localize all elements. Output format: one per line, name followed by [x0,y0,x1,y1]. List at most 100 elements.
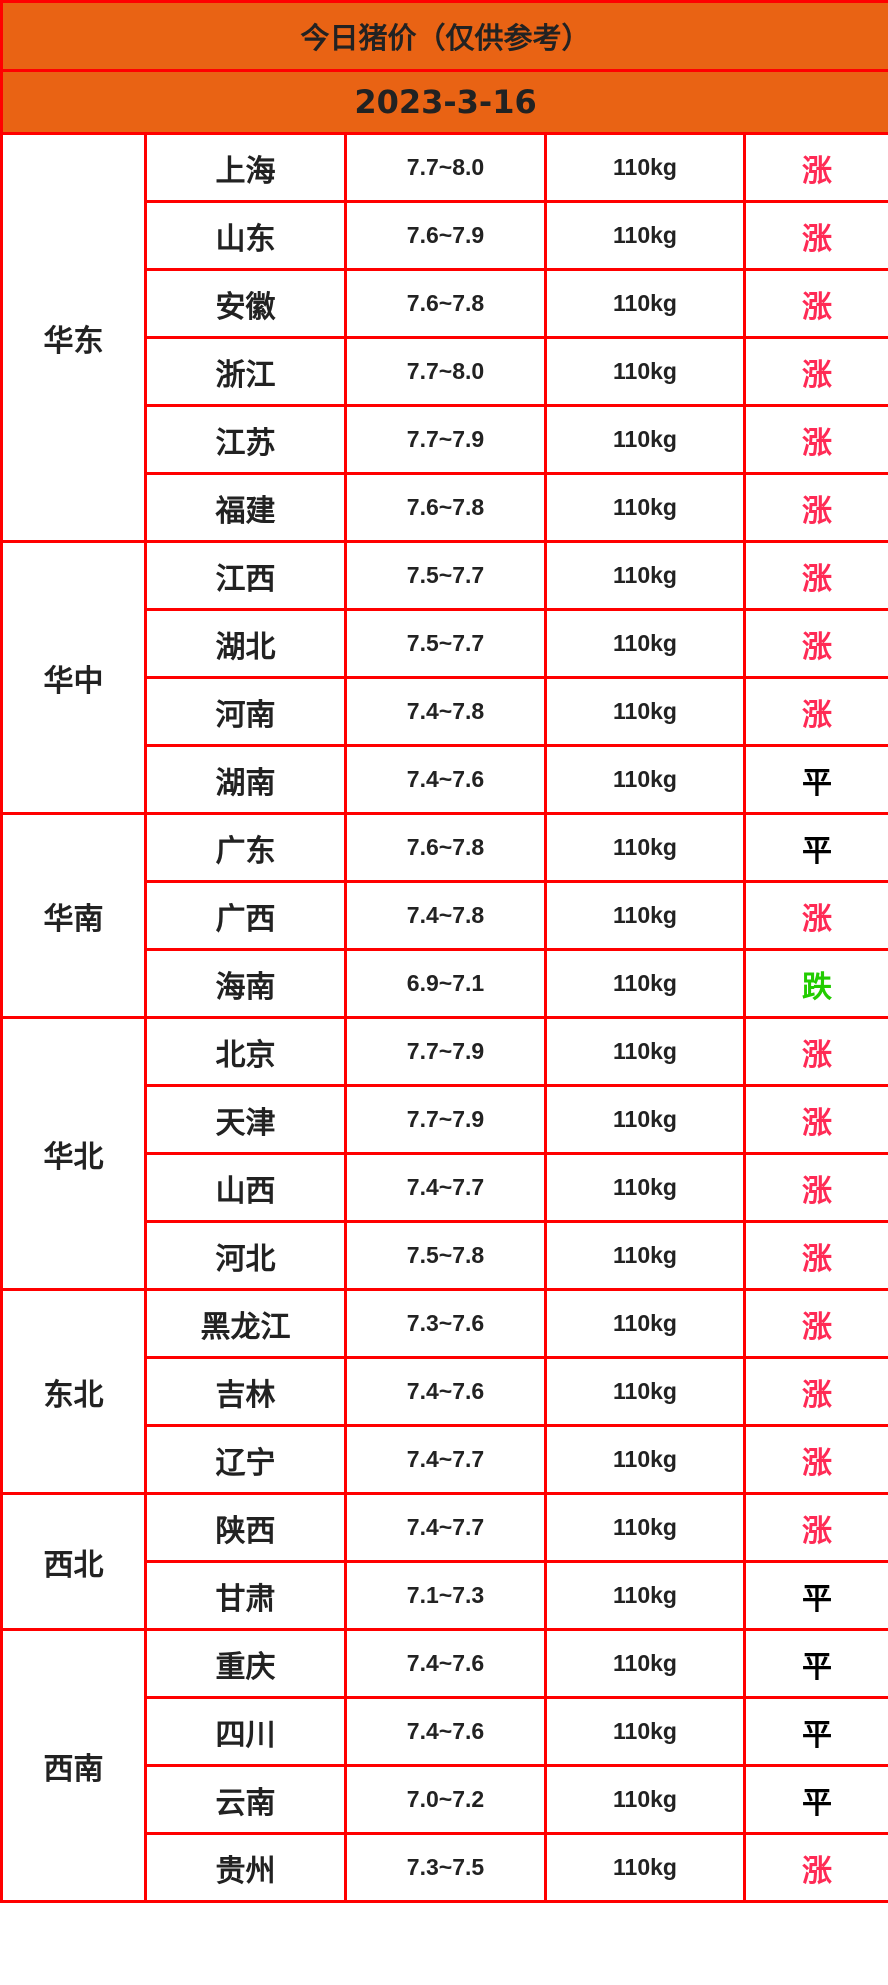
price-cell: 7.4~7.6 [344,1356,547,1427]
weight-cell: 110kg [544,812,746,883]
trend-cell: 涨 [742,1152,888,1223]
province-cell: 湖南 [144,744,347,815]
table-row: 华东 上海 7.7~8.0 110kg 涨 [0,132,888,543]
weight-cell: 110kg [544,1424,746,1495]
weight-cell: 110kg [544,132,746,203]
price-cell: 7.5~7.7 [344,608,547,679]
weight-cell: 110kg [544,1016,746,1087]
province-cell: 广东 [144,812,347,883]
region-cell: 东北 [0,1288,147,1495]
trend-cell: 涨 [742,132,888,203]
weight-cell: 110kg [544,1628,746,1699]
trend-cell: 涨 [742,1492,888,1563]
province-cell: 辽宁 [144,1424,347,1495]
province-cell: 山西 [144,1152,347,1223]
table-row: 山东 7.6~7.9 110kg 涨 [2,200,888,271]
province-cell: 贵州 [144,1832,347,1903]
region-cell: 华中 [0,540,147,815]
table-title: 今日猪价（仅供参考） [0,0,888,72]
trend-cell: 涨 [742,1220,888,1291]
region-cell: 西南 [0,1628,147,1903]
trend-cell: 涨 [742,1424,888,1495]
price-cell: 7.4~7.8 [344,880,547,951]
province-cell: 江西 [144,540,347,611]
trend-cell: 平 [742,744,888,815]
weight-cell: 110kg [544,1764,746,1835]
province-cell: 江苏 [144,404,347,475]
price-cell: 7.7~7.9 [344,1084,547,1155]
weight-cell: 110kg [544,1356,746,1427]
price-cell: 7.4~7.8 [344,676,547,747]
price-cell: 7.4~7.7 [344,1424,547,1495]
table-row: 天津 7.7~7.9 110kg 涨 [2,1084,888,1155]
table-row: 西北 陕西 7.4~7.7 110kg 涨 [0,1492,888,1631]
price-cell: 7.4~7.6 [344,744,547,815]
weight-cell: 110kg [544,1152,746,1223]
trend-cell: 平 [742,812,888,883]
trend-cell: 平 [742,1628,888,1699]
table-row: 西南 重庆 7.4~7.6 110kg 平 [0,1628,888,1903]
price-cell: 7.7~7.9 [344,404,547,475]
trend-cell: 涨 [742,1016,888,1087]
price-cell: 7.0~7.2 [344,1764,547,1835]
table-row: 福建 7.6~7.8 110kg 涨 [2,472,888,543]
province-cell: 云南 [144,1764,347,1835]
table-row: 河南 7.4~7.8 110kg 涨 [2,676,888,747]
trend-cell: 跌 [742,948,888,1019]
price-cell: 7.6~7.8 [344,472,547,543]
region-cell: 华南 [0,812,147,1019]
table-row: 贵州 7.3~7.5 110kg 涨 [2,1832,888,1903]
table-row: 河北 7.5~7.8 110kg 涨 [2,1220,888,1291]
price-cell: 7.4~7.7 [344,1152,547,1223]
trend-cell: 涨 [742,200,888,271]
table-row: 辽宁 7.4~7.7 110kg 涨 [2,1424,888,1495]
table-row: 江苏 7.7~7.9 110kg 涨 [2,404,888,475]
table-row: 华南 广东 7.6~7.8 110kg 平 [0,812,888,1019]
table-row: 浙江 7.7~8.0 110kg 涨 [2,336,888,407]
province-cell: 河北 [144,1220,347,1291]
weight-cell: 110kg [544,744,746,815]
region-cell: 西北 [0,1492,147,1631]
table-row: 广西 7.4~7.8 110kg 涨 [2,880,888,951]
trend-cell: 平 [742,1696,888,1767]
region-cell: 华北 [0,1016,147,1291]
weight-cell: 110kg [544,1084,746,1155]
table-row: 甘肃 7.1~7.3 110kg 平 [2,1560,888,1631]
province-cell: 上海 [144,132,347,203]
table-row: 华中 江西 7.5~7.7 110kg 涨 [0,540,888,815]
trend-cell: 涨 [742,1084,888,1155]
province-cell: 浙江 [144,336,347,407]
province-cell: 河南 [144,676,347,747]
province-cell: 天津 [144,1084,347,1155]
province-cell: 陕西 [144,1492,347,1563]
province-cell: 福建 [144,472,347,543]
weight-cell: 110kg [544,1832,746,1903]
table-row: 山西 7.4~7.7 110kg 涨 [2,1152,888,1223]
table-row: 吉林 7.4~7.6 110kg 涨 [2,1356,888,1427]
trend-cell: 涨 [742,1832,888,1903]
trend-cell: 涨 [742,472,888,543]
price-cell: 7.1~7.3 [344,1560,547,1631]
table-row: 湖南 7.4~7.6 110kg 平 [2,744,888,815]
trend-cell: 涨 [742,880,888,951]
weight-cell: 110kg [544,676,746,747]
weight-cell: 110kg [544,336,746,407]
table-row: 华北 北京 7.7~7.9 110kg 涨 [0,1016,888,1291]
trend-cell: 涨 [742,676,888,747]
region-cell: 华东 [0,132,147,543]
weight-cell: 110kg [544,1288,746,1359]
weight-cell: 110kg [544,268,746,339]
weight-cell: 110kg [544,540,746,611]
province-cell: 湖北 [144,608,347,679]
province-cell: 安徽 [144,268,347,339]
table-row: 海南 6.9~7.1 110kg 跌 [2,948,888,1019]
weight-cell: 110kg [544,1492,746,1563]
table-row: 四川 7.4~7.6 110kg 平 [2,1696,888,1767]
weight-cell: 110kg [544,200,746,271]
table-row: 东北 黑龙江 7.3~7.6 110kg 涨 [0,1288,888,1495]
price-cell: 7.6~7.9 [344,200,547,271]
weight-cell: 110kg [544,472,746,543]
weight-cell: 110kg [544,1220,746,1291]
trend-cell: 涨 [742,1288,888,1359]
price-cell: 6.9~7.1 [344,948,547,1019]
